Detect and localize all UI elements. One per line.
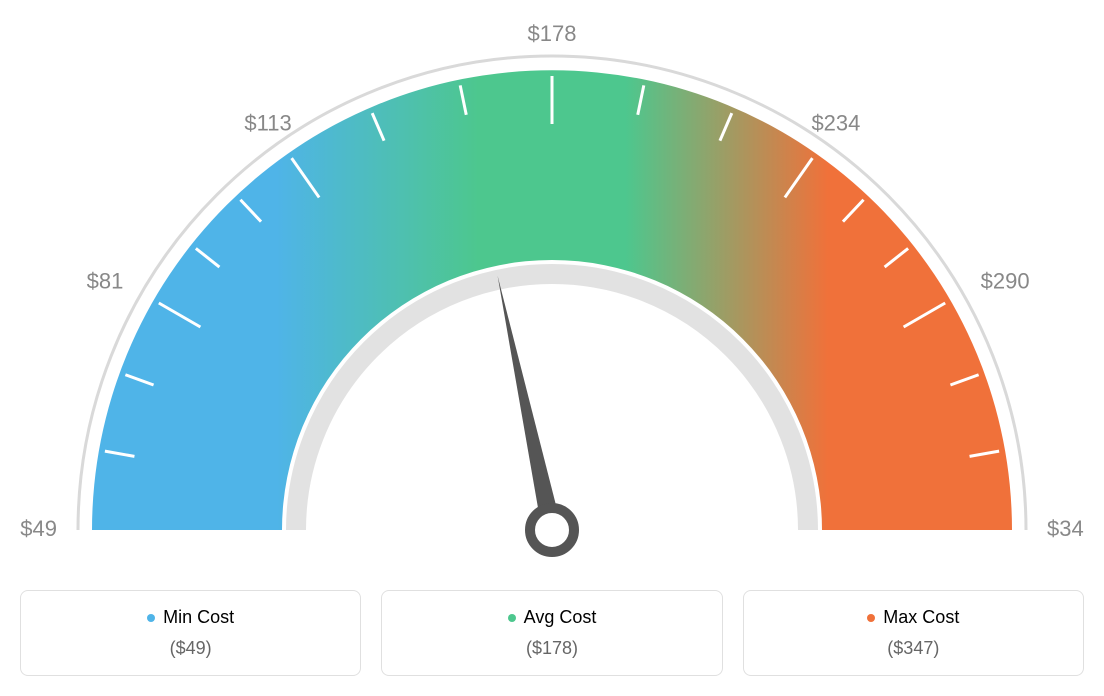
cost-gauge: $49 $81 $113 $178 $234 $290 $347 [20, 20, 1084, 580]
legend-value-avg: ($178) [402, 638, 701, 659]
legend-value-min: ($49) [41, 638, 340, 659]
legend-label-avg: Avg Cost [508, 607, 597, 628]
legend-text-max: Max Cost [883, 607, 959, 628]
svg-text:$290: $290 [981, 268, 1030, 293]
legend-box-avg: Avg Cost ($178) [381, 590, 722, 676]
legend-text-avg: Avg Cost [524, 607, 597, 628]
svg-text:$81: $81 [87, 268, 124, 293]
svg-text:$347: $347 [1047, 516, 1084, 541]
legend-label-min: Min Cost [147, 607, 234, 628]
svg-text:$178: $178 [528, 21, 577, 46]
legend-row: Min Cost ($49) Avg Cost ($178) Max Cost … [20, 590, 1084, 676]
legend-value-max: ($347) [764, 638, 1063, 659]
legend-dot-avg [508, 614, 516, 622]
legend-label-max: Max Cost [867, 607, 959, 628]
svg-text:$113: $113 [244, 110, 291, 135]
gauge-svg: $49 $81 $113 $178 $234 $290 $347 [20, 20, 1084, 580]
legend-dot-min [147, 614, 155, 622]
svg-text:$234: $234 [811, 110, 860, 135]
legend-box-min: Min Cost ($49) [20, 590, 361, 676]
svg-text:$49: $49 [20, 516, 57, 541]
legend-box-max: Max Cost ($347) [743, 590, 1084, 676]
legend-text-min: Min Cost [163, 607, 234, 628]
legend-dot-max [867, 614, 875, 622]
